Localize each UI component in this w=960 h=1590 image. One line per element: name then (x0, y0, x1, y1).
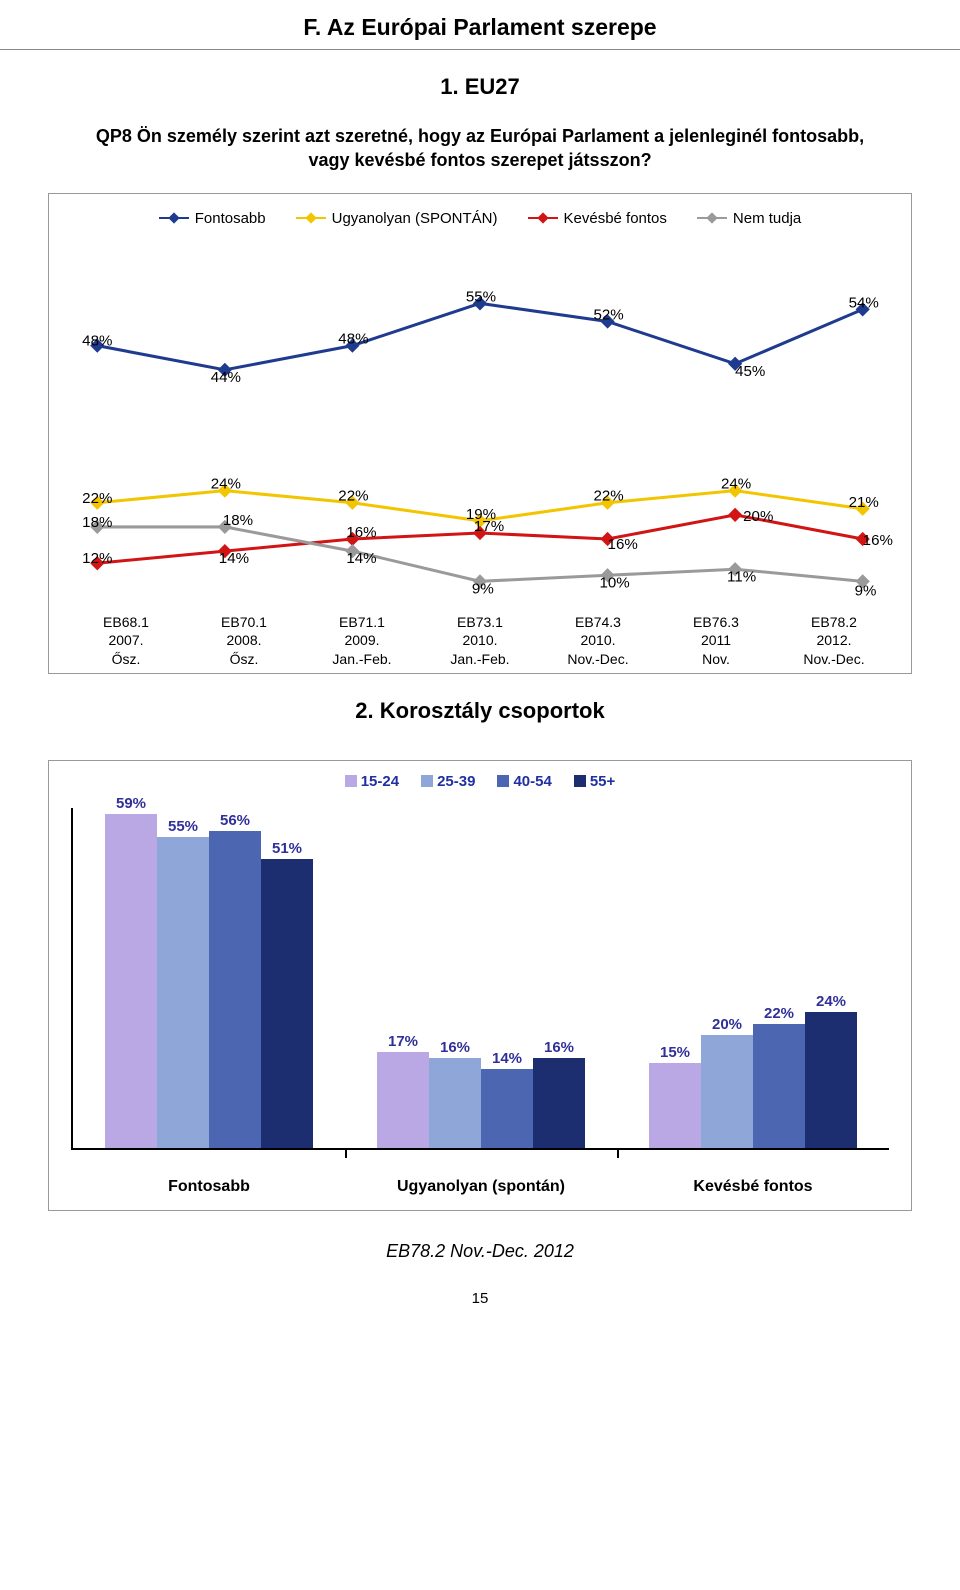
legend-item-fontosabb: Fontosabb (159, 210, 266, 227)
svg-text:55%: 55% (466, 288, 496, 305)
svg-text:24%: 24% (721, 475, 751, 492)
svg-text:44%: 44% (211, 369, 241, 386)
svg-text:9%: 9% (855, 582, 877, 599)
axis-tick (345, 1150, 347, 1158)
question-text: QP8 Ön személy szerint azt szeretné, hog… (80, 124, 880, 173)
xaxis-label: EB74.32010.Nov.-Dec. (539, 613, 657, 670)
legend-item: 40-54 (497, 773, 551, 790)
svg-text:52%: 52% (593, 306, 623, 323)
legend-item: 25-39 (421, 773, 475, 790)
chart2-legend: 15-24 25-39 40-54 55+ (51, 773, 909, 790)
svg-text:14%: 14% (346, 550, 376, 567)
svg-text:12%: 12% (82, 550, 112, 567)
axis-tick (617, 1150, 619, 1158)
chart2-panel: 15-2425-3940-5455+ 59%55%56%51%17%16%14%… (48, 760, 912, 1211)
chart1-legend: Fontosabb Ugyanolyan (SPONTÁN) Kevésbé fon… (57, 210, 903, 227)
svg-text:48%: 48% (338, 330, 368, 347)
svg-text:18%: 18% (223, 512, 253, 529)
bar-group: 17%16%14%16% (345, 795, 617, 1148)
legend-item-nemtudja: Nem tudja (697, 210, 801, 227)
svg-text:14%: 14% (219, 550, 249, 567)
bar: 59% (105, 795, 157, 1148)
svg-text:20%: 20% (743, 507, 773, 524)
bar-group: 59%55%56%51% (73, 795, 345, 1148)
svg-text:16%: 16% (608, 536, 638, 553)
svg-text:11%: 11% (727, 568, 756, 585)
group-label: Kevésbé fontos (617, 1178, 889, 1196)
chart1-plot: 48% 22% 18% 12% 44% 24% 18% 14% 48% 22% 16% 14% 55% 1… (57, 253, 903, 613)
bar: 51% (261, 840, 313, 1148)
page-title: F. Az Európai Parlament szerepe (0, 14, 960, 41)
bar: 55% (157, 818, 209, 1149)
axis-x (71, 1148, 889, 1150)
legend-item-kevesbe: Kevésbé fontos (528, 210, 667, 227)
xaxis-label: EB76.32011Nov. (657, 613, 775, 670)
xaxis-label: EB70.12008.Ősz. (185, 613, 303, 670)
xaxis-label: EB73.12010.Jan.-Feb. (421, 613, 539, 670)
bar: 20% (701, 1016, 753, 1148)
svg-text:22%: 22% (338, 487, 368, 504)
legend-item: 15-24 (345, 773, 399, 790)
svg-text:16%: 16% (346, 524, 376, 541)
chart2-plot: 59%55%56%51%17%16%14%16%15%20%22%24% Fon… (51, 808, 909, 1208)
svg-text:16%: 16% (863, 532, 893, 549)
group-label: Ugyanolyan (spontán) (345, 1178, 617, 1196)
legend-item: 55+ (574, 773, 615, 790)
bar: 14% (481, 1050, 533, 1148)
svg-text:22%: 22% (593, 487, 623, 504)
xaxis-label: EB71.12009.Jan.-Feb. (303, 613, 421, 670)
chart1-panel: Fontosabb Ugyanolyan (SPONTÁN) Kevésbé fon… (48, 193, 912, 675)
group-label: Fontosabb (73, 1178, 345, 1196)
bar: 15% (649, 1044, 701, 1148)
svg-text:9%: 9% (472, 580, 494, 597)
bar: 24% (805, 993, 857, 1148)
svg-text:21%: 21% (849, 493, 879, 510)
svg-text:22%: 22% (82, 489, 112, 506)
legend-item-ugyanolyan: Ugyanolyan (SPONTÁN) (296, 210, 498, 227)
svg-text:24%: 24% (211, 475, 241, 492)
bar: 56% (209, 812, 261, 1148)
bar: 17% (377, 1033, 429, 1148)
section1-title: 1. EU27 (0, 74, 960, 100)
rule-top (0, 49, 960, 50)
section2-title: 2. Korosztály csoportok (0, 698, 960, 724)
svg-text:10%: 10% (599, 574, 629, 591)
svg-text:45%: 45% (735, 362, 765, 379)
svg-text:54%: 54% (849, 294, 879, 311)
xaxis-label: EB78.22012.Nov.-Dec. (775, 613, 893, 670)
bar: 16% (429, 1039, 481, 1149)
svg-text:48%: 48% (82, 332, 112, 349)
svg-text:17%: 17% (474, 518, 504, 535)
bar: 16% (533, 1039, 585, 1149)
svg-text:18%: 18% (82, 514, 112, 531)
bar-group: 15%20%22%24% (617, 795, 889, 1148)
xaxis-label: EB68.12007.Ősz. (67, 613, 185, 670)
chart1-xlabels: EB68.12007.Ősz.EB70.12008.Ősz.EB71.12009… (57, 613, 903, 670)
page-number: 15 (0, 1290, 960, 1319)
bar: 22% (753, 1005, 805, 1149)
footer-caption: EB78.2 Nov.-Dec. 2012 (0, 1241, 960, 1262)
